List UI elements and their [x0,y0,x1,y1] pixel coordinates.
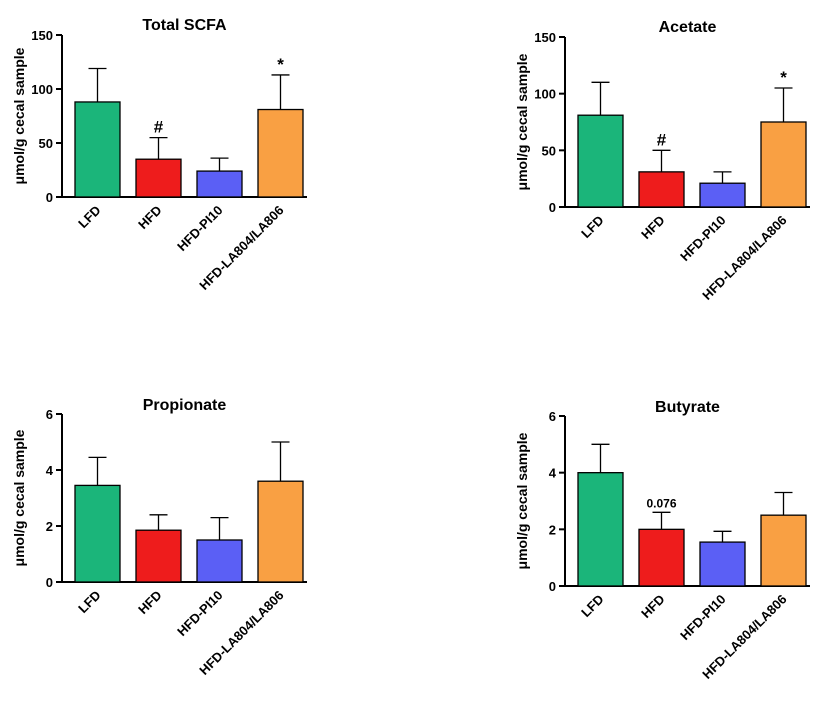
y-tick-label: 4 [549,466,557,481]
x-category-label: HFD-PI10 [174,203,225,254]
x-category-label: HFD-PI10 [677,592,728,643]
y-tick-label: 150 [31,28,53,43]
chart-title: Propionate [143,397,227,414]
y-axis-label: μmol/g cecal sample [11,429,27,566]
bar-hfd-pi10 [699,541,746,587]
y-tick-label: 50 [542,143,556,158]
chart-title: Total SCFA [142,17,227,34]
y-axis-label: μmol/g cecal sample [514,432,530,569]
y-tick-label: 6 [46,407,53,422]
bar-lfd [74,484,121,583]
bar-hfd-pi10 [196,170,243,198]
bar-hfd [638,528,685,587]
x-category-label: LFD [578,213,606,241]
x-category-label: HFD-PI10 [677,213,728,264]
y-tick-label: 2 [46,519,53,534]
y-tick-label: 0 [549,579,556,594]
bar-hfd [135,529,182,583]
bar-hfd [638,171,685,208]
bar-hfd-pi10 [699,182,746,208]
y-tick-label: 150 [534,30,556,45]
x-category-label: LFD [75,203,103,231]
y-tick-label: 6 [549,409,556,424]
chart-title: Acetate [659,19,717,36]
x-category-label: HFD [135,203,164,232]
x-category-label: HFD [638,213,667,242]
bar-lfd [577,114,624,208]
y-axis-label: μmol/g cecal sample [514,53,530,190]
bar-lfd [577,472,624,587]
bar-hfd-pi10 [196,539,243,583]
x-category-label: HFD [638,592,667,621]
chart-title: Butyrate [655,399,720,416]
bar-hfd-la804-la806 [257,108,304,198]
x-category-label: HFD [135,588,164,617]
y-tick-label: 0 [46,575,53,590]
y-tick-label: 100 [31,82,53,97]
bar-hfd-la804-la806 [760,514,807,587]
bar-lfd [74,101,121,198]
chart-panel-1: Total SCFA μmol/g cecal sample 0 50 100 150 LF… [11,17,307,293]
significance-annotation: * [780,68,787,87]
bar-hfd-la804-la806 [257,480,304,583]
significance-annotation: * [277,55,284,74]
y-tick-label: 0 [46,190,53,205]
bar-hfd-la804-la806 [760,121,807,208]
x-category-label: LFD [578,592,606,620]
x-category-label: HFD-PI10 [174,588,225,639]
y-tick-label: 50 [39,136,53,151]
significance-annotation: # [154,118,164,137]
significance-annotation: 0.076 [646,496,676,510]
y-tick-label: 2 [549,522,556,537]
chart-panel-3: Propionate μmol/g cecal sample 0 2 4 6 LFD HFD H… [11,397,307,678]
y-axis-label: μmol/g cecal sample [11,47,27,184]
y-tick-label: 0 [549,200,556,215]
chart-panel-4: Butyrate μmol/g cecal sample 0 2 4 6 LFD 0.076 H… [514,399,810,682]
y-tick-label: 4 [46,463,54,478]
chart-panel-2: Acetate μmol/g cecal sample 0 50 100 150 LFD # H… [514,19,810,303]
bar-hfd [135,158,182,198]
significance-annotation: # [657,130,667,149]
x-category-label: LFD [75,588,103,616]
y-tick-label: 100 [534,87,556,102]
